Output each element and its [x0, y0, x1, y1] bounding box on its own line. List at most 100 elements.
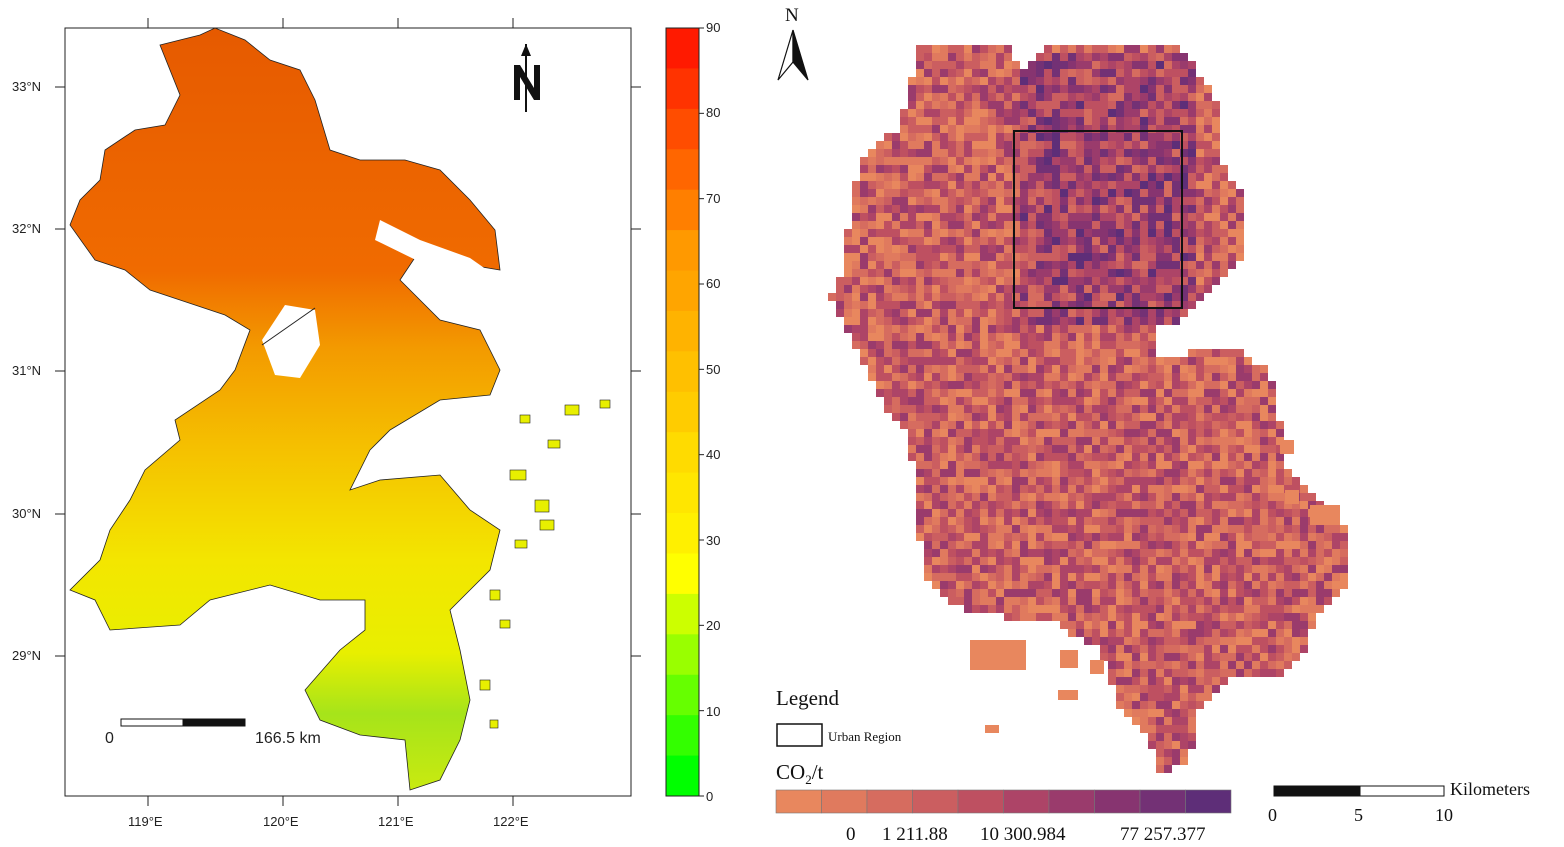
grid-cell	[1124, 69, 1132, 77]
grid-cell	[1268, 565, 1276, 573]
grid-cell	[1156, 677, 1164, 685]
grid-cell	[1028, 365, 1036, 373]
grid-cell	[1092, 389, 1100, 397]
grid-cell	[1212, 605, 1220, 613]
grid-cell	[1116, 189, 1124, 197]
grid-cell	[1100, 229, 1108, 237]
grid-cell	[1148, 269, 1156, 277]
grid-cell	[956, 421, 964, 429]
grid-cell	[1292, 621, 1300, 629]
grid-cell	[1220, 373, 1228, 381]
grid-cell	[1132, 53, 1140, 61]
colorbar-band	[666, 149, 699, 191]
grid-cell	[1164, 221, 1172, 229]
grid-cell	[948, 405, 956, 413]
grid-cell	[1076, 141, 1084, 149]
grid-cell	[988, 549, 996, 557]
grid-cell	[1260, 557, 1268, 565]
grid-cell	[1156, 573, 1164, 581]
grid-cell	[1108, 589, 1116, 597]
grid-cell	[1052, 93, 1060, 101]
grid-cell	[1012, 469, 1020, 477]
grid-cell	[876, 189, 884, 197]
grid-cell	[1028, 477, 1036, 485]
grid-cell	[1212, 573, 1220, 581]
grid-cell	[1092, 509, 1100, 517]
grid-cell	[1188, 725, 1196, 733]
grid-cell	[1180, 117, 1188, 125]
grid-cell	[1076, 229, 1084, 237]
grid-cell	[964, 269, 972, 277]
grid-cell	[1052, 85, 1060, 93]
grid-cell	[1108, 629, 1116, 637]
grid-cell	[1236, 429, 1244, 437]
grid-cell	[1236, 445, 1244, 453]
grid-cell	[868, 357, 876, 365]
grid-cell	[1012, 213, 1020, 221]
grid-cell	[1052, 365, 1060, 373]
grid-cell	[980, 317, 988, 325]
grid-cell	[980, 173, 988, 181]
grid-cell	[972, 533, 980, 541]
grid-cell	[940, 77, 948, 85]
grid-cell	[1236, 469, 1244, 477]
grid-cell	[1244, 581, 1252, 589]
grid-cell	[1212, 245, 1220, 253]
grid-cell	[1076, 509, 1084, 517]
grid-cell	[1260, 421, 1268, 429]
grid-cell	[884, 357, 892, 365]
grid-cell	[1020, 325, 1028, 333]
grid-cell	[1004, 189, 1012, 197]
grid-cell	[1052, 341, 1060, 349]
grid-cell	[924, 61, 932, 69]
grid-cell	[1180, 653, 1188, 661]
grid-cell	[1172, 301, 1180, 309]
grid-cell	[1204, 605, 1212, 613]
grid-cell	[948, 365, 956, 373]
colorbar-label-30: 30	[706, 533, 721, 548]
grid-cell	[1148, 365, 1156, 373]
grid-cell	[948, 357, 956, 365]
grid-cell	[1212, 261, 1220, 269]
grid-cell	[1092, 613, 1100, 621]
grid-cell	[884, 285, 892, 293]
grid-cell	[1084, 365, 1092, 373]
grid-cell	[988, 477, 996, 485]
grid-cell	[1036, 133, 1044, 141]
grid-cell	[1068, 133, 1076, 141]
grid-cell	[956, 389, 964, 397]
grid-cell	[1196, 381, 1204, 389]
grid-cell	[1116, 701, 1124, 709]
grid-cell	[924, 157, 932, 165]
grid-cell	[1292, 653, 1300, 661]
grid-cell	[1044, 53, 1052, 61]
colorbar-band	[666, 755, 699, 797]
grid-cell	[1244, 421, 1252, 429]
grid-cell	[1172, 53, 1180, 61]
grid-cell	[924, 565, 932, 573]
co2-ramp-swatch	[1094, 789, 1141, 814]
grid-cell	[1124, 173, 1132, 181]
grid-cell	[916, 389, 924, 397]
grid-cell	[1148, 557, 1156, 565]
grid-cell	[1156, 589, 1164, 597]
grid-cell	[908, 269, 916, 277]
grid-cell	[1156, 701, 1164, 709]
grid-cell	[1036, 597, 1044, 605]
grid-cell	[1060, 229, 1068, 237]
grid-cell	[996, 357, 1004, 365]
grid-cell	[1068, 373, 1076, 381]
grid-cell	[1236, 661, 1244, 669]
grid-cell	[1284, 525, 1292, 533]
grid-cell	[1260, 621, 1268, 629]
grid-cell	[924, 85, 932, 93]
grid-cell	[1004, 589, 1012, 597]
grid-cell	[1244, 557, 1252, 565]
grid-cell	[1132, 189, 1140, 197]
grid-cell	[916, 165, 924, 173]
grid-cell	[852, 253, 860, 261]
grid-cell	[988, 53, 996, 61]
grid-cell	[1324, 597, 1332, 605]
grid-cell	[1116, 693, 1124, 701]
grid-cell	[1132, 205, 1140, 213]
